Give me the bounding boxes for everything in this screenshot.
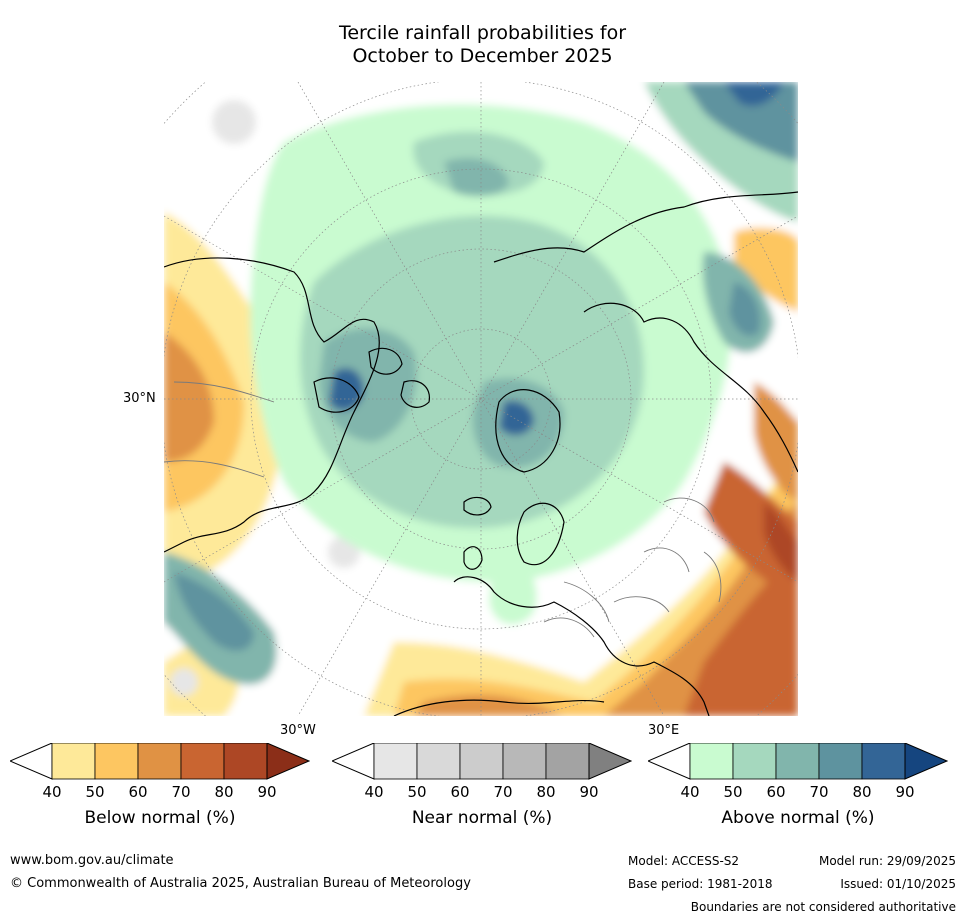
below-normal-region xyxy=(734,227,798,312)
copyright-text: © Commonwealth of Australia 2025, Austra… xyxy=(10,876,471,891)
below-normal-region xyxy=(164,332,214,462)
near-normal-label: Near normal (%) xyxy=(411,808,553,828)
above-normal-region xyxy=(174,572,254,651)
below-normal-label: Below normal (%) xyxy=(84,808,236,828)
north-america-coast xyxy=(164,257,380,553)
latitude-label: 30°N xyxy=(123,391,156,406)
near-tick-50: 50 xyxy=(407,783,427,801)
europe-coast xyxy=(453,576,710,716)
below-normal-region xyxy=(684,552,798,716)
below-normal-region xyxy=(754,382,798,502)
near-normal-patch xyxy=(212,100,256,144)
above-tick-80: 80 xyxy=(852,783,872,801)
above-tick-40: 40 xyxy=(680,783,700,801)
near-tick-80: 80 xyxy=(536,783,556,801)
disclaimer-text: Boundaries are not considered authoritat… xyxy=(690,900,956,914)
website-text: www.bom.gov.au/climate xyxy=(10,853,174,868)
longitude-label-east: 30°E xyxy=(648,723,680,738)
model-text: Model: ACCESS-S2 xyxy=(628,854,740,868)
rainfall-probability-fields xyxy=(164,82,798,716)
below-tick-60: 60 xyxy=(128,783,148,801)
near-tick-70: 70 xyxy=(493,783,513,801)
polar-map xyxy=(164,82,798,716)
above-tick-70: 70 xyxy=(809,783,829,801)
above-normal-colorbar xyxy=(646,742,949,785)
issued-text: Issued: 01/10/2025 xyxy=(840,877,956,891)
above-normal-region xyxy=(300,215,644,529)
above-tick-50: 50 xyxy=(723,783,743,801)
scandinavia-coast xyxy=(516,502,565,566)
below-normal-colorbar xyxy=(8,742,311,785)
title-line-1: Tercile rainfall probabilities for xyxy=(338,22,627,44)
below-tick-40: 40 xyxy=(42,783,62,801)
above-normal-region xyxy=(724,82,784,106)
british-isles-coast xyxy=(463,546,483,570)
near-tick-90: 90 xyxy=(579,783,599,801)
below-normal-region xyxy=(764,502,798,582)
above-normal-region xyxy=(684,82,798,162)
country-borders xyxy=(164,381,722,638)
above-normal-region xyxy=(729,282,761,336)
near-normal-colorbar xyxy=(330,742,633,785)
above-normal-region xyxy=(499,400,534,436)
near-tick-60: 60 xyxy=(450,783,470,801)
title-line-2: October to December 2025 xyxy=(352,45,613,67)
below-tick-80: 80 xyxy=(214,783,234,801)
map-title: Tercile rainfall probabilities for Octob… xyxy=(0,22,965,68)
above-normal-label: Above normal (%) xyxy=(721,808,875,828)
longitude-label-west: 30°W xyxy=(280,723,316,738)
below-tick-70: 70 xyxy=(171,783,191,801)
above-tick-90: 90 xyxy=(895,783,915,801)
eurasia-coast xyxy=(493,191,798,473)
below-tick-90: 90 xyxy=(257,783,277,801)
graticule xyxy=(164,82,798,716)
above-tick-60: 60 xyxy=(766,783,786,801)
greenland-coast xyxy=(495,389,561,473)
map-canvas xyxy=(164,82,798,716)
iceland-coast xyxy=(463,496,492,516)
model-run-text: Model run: 29/09/2025 xyxy=(818,854,956,868)
north-africa-coast xyxy=(393,699,605,716)
below-normal-region xyxy=(414,694,564,716)
near-normal-patch xyxy=(170,668,198,696)
below-normal-region xyxy=(704,462,798,602)
above-normal-region xyxy=(444,158,509,197)
near-tick-40: 40 xyxy=(364,783,384,801)
base-period-text: Base period: 1981-2018 xyxy=(628,877,773,891)
below-tick-50: 50 xyxy=(85,783,105,801)
canadian-arctic-coast xyxy=(313,347,431,413)
coastlines xyxy=(164,191,798,716)
